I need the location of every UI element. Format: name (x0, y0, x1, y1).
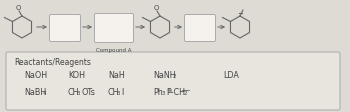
Text: NaOH: NaOH (24, 70, 47, 79)
Text: OTs: OTs (81, 88, 95, 97)
FancyBboxPatch shape (49, 15, 80, 42)
Text: Ph: Ph (153, 88, 163, 97)
Text: LDA: LDA (223, 70, 239, 79)
Text: NaBH: NaBH (24, 88, 46, 97)
Text: I: I (121, 88, 123, 97)
Text: 4: 4 (43, 91, 47, 96)
Text: 3: 3 (77, 91, 80, 96)
Text: Compound A: Compound A (96, 48, 132, 53)
Text: 2: 2 (173, 73, 176, 78)
Text: Reactants/Reagents: Reactants/Reagents (14, 57, 91, 66)
Text: 3: 3 (117, 91, 120, 96)
FancyBboxPatch shape (6, 53, 340, 110)
Text: O: O (15, 5, 21, 11)
FancyBboxPatch shape (184, 15, 216, 42)
Text: P-CH: P-CH (166, 88, 185, 97)
Text: NaNH: NaNH (153, 70, 176, 79)
Text: +: + (166, 88, 170, 93)
Text: O: O (153, 5, 159, 11)
FancyBboxPatch shape (94, 14, 133, 43)
Text: 3: 3 (162, 91, 166, 96)
Text: CH: CH (68, 88, 79, 97)
Text: 2: 2 (184, 91, 188, 96)
Text: NaH: NaH (108, 70, 125, 79)
Text: CH: CH (108, 88, 119, 97)
Text: KOH: KOH (68, 70, 85, 79)
